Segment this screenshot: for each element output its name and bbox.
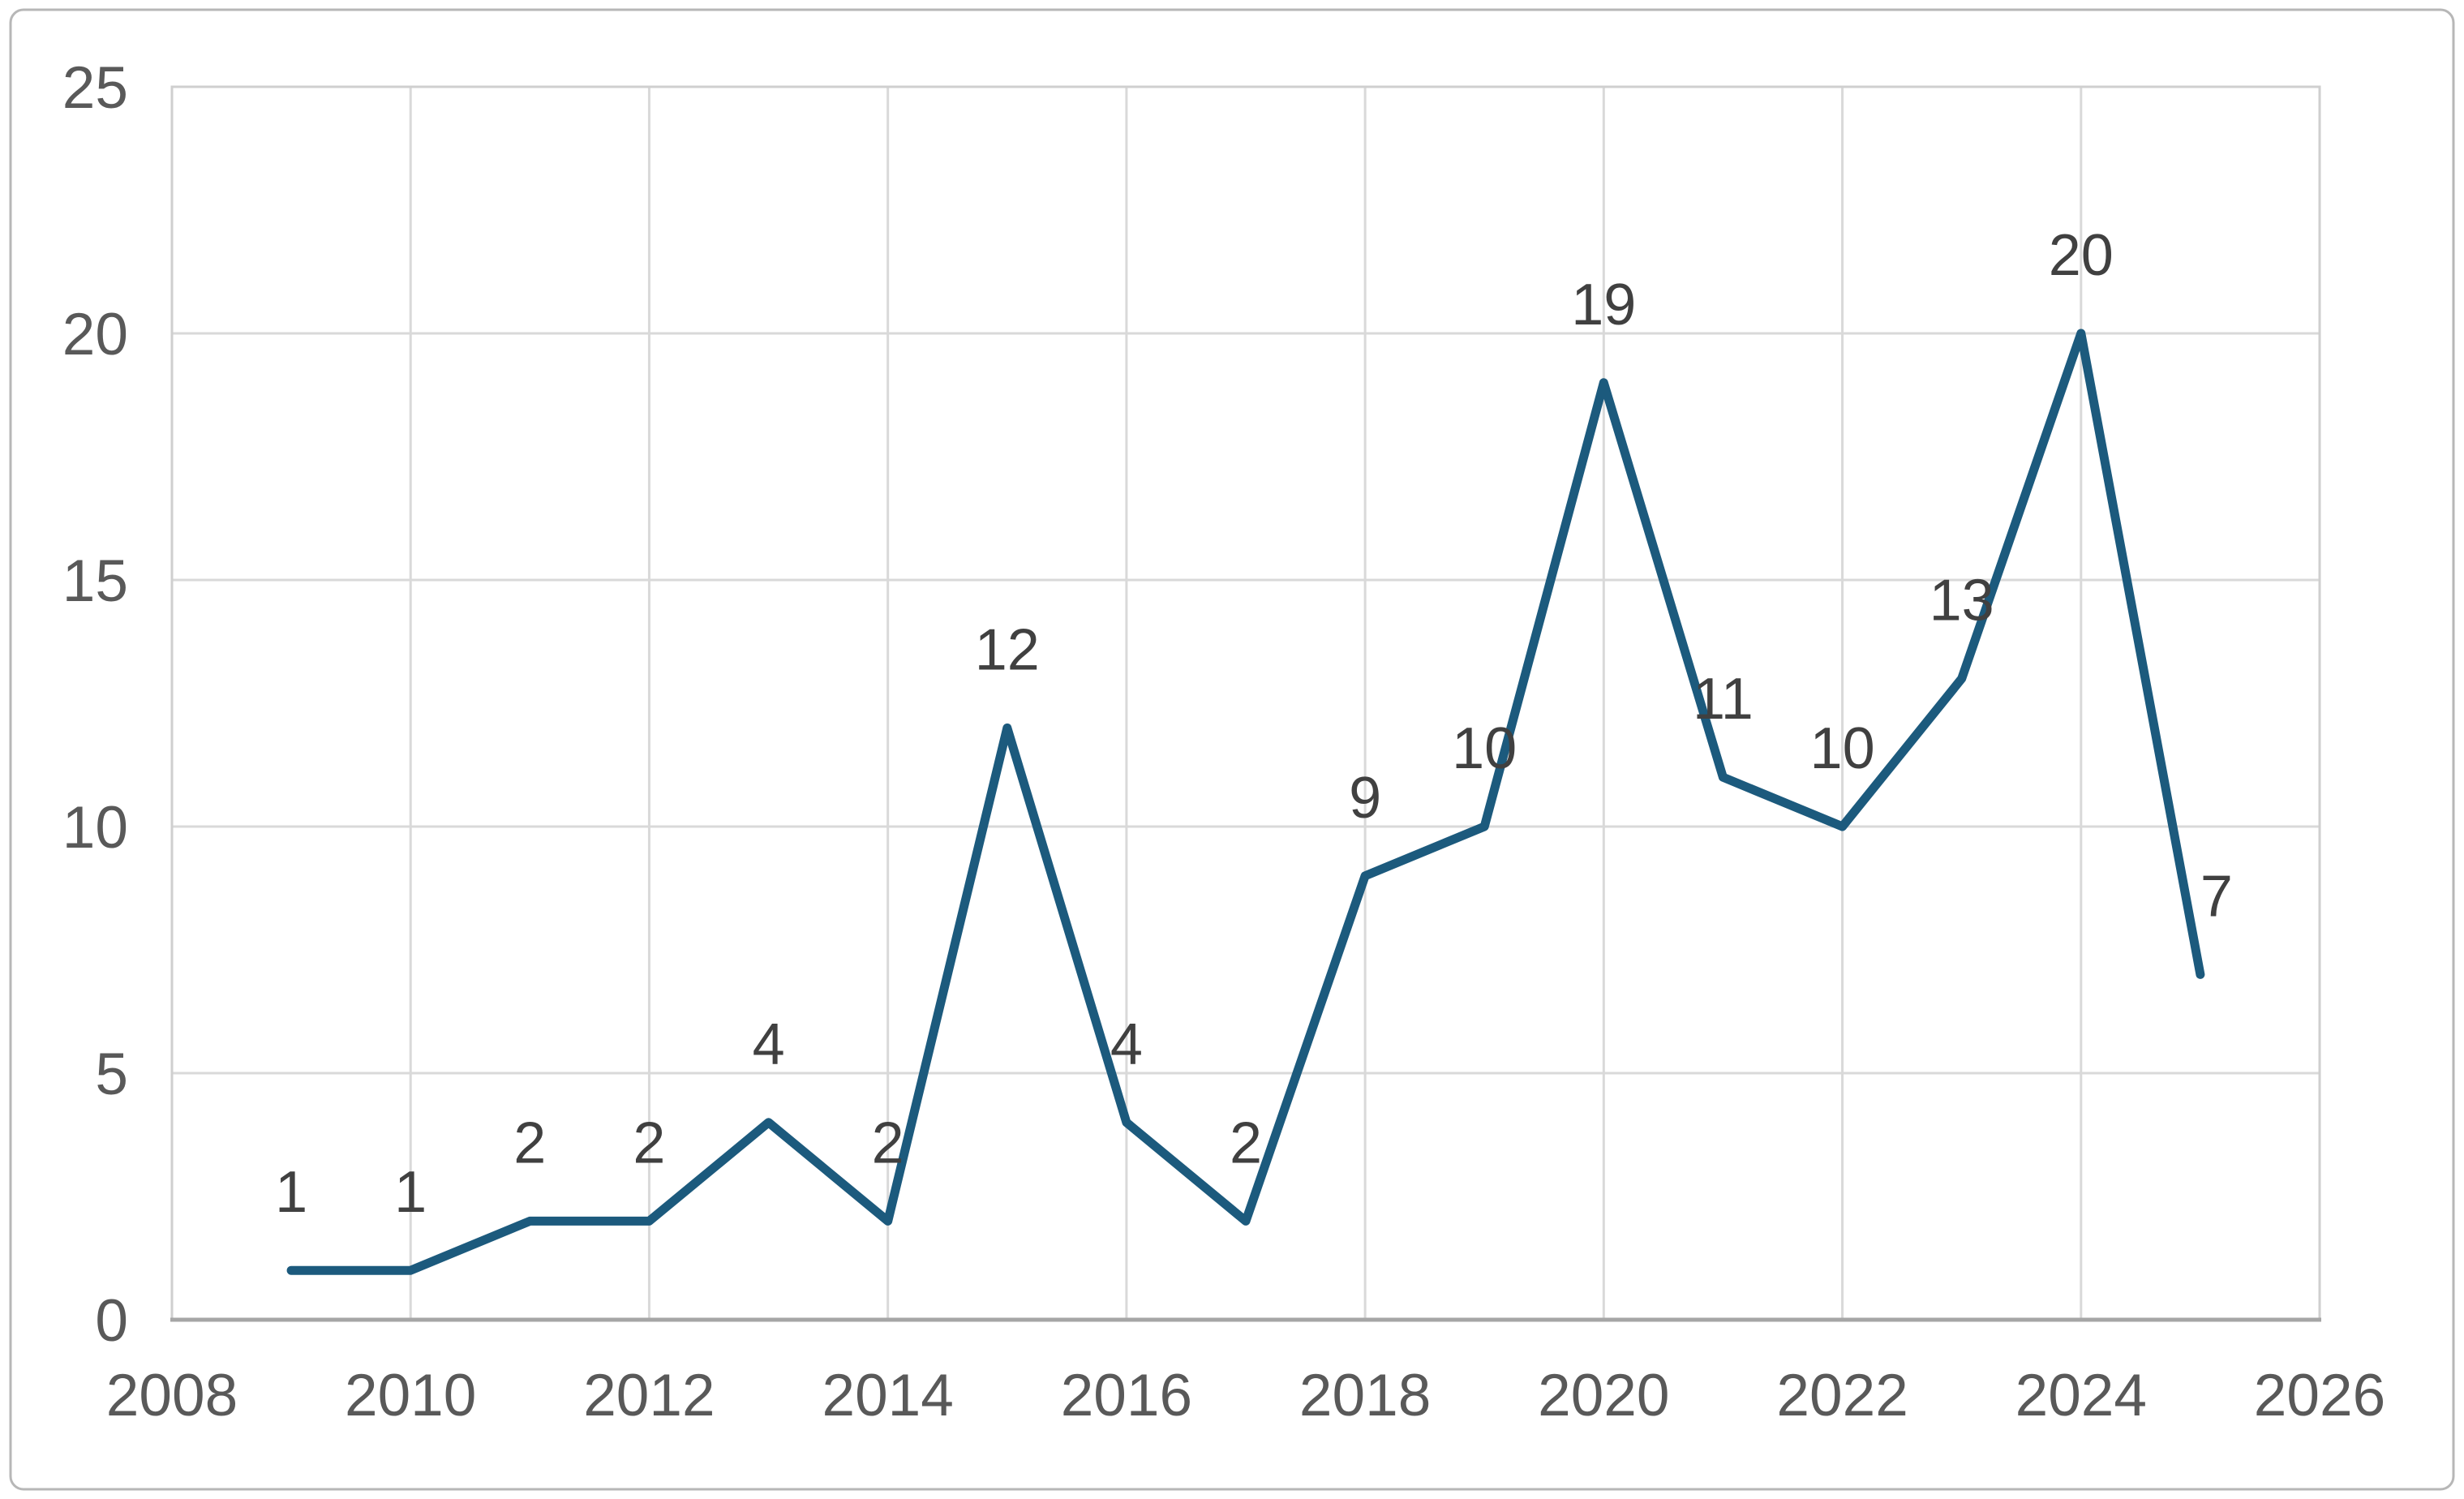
y-tick-label: 0 [95, 1288, 128, 1354]
data-label: 10 [1810, 716, 1875, 781]
y-tick-label: 10 [62, 795, 128, 861]
data-label: 2 [513, 1110, 546, 1175]
data-label: 11 [1693, 667, 1754, 732]
x-tick-label: 2018 [1299, 1363, 1431, 1428]
data-label: 10 [1452, 716, 1517, 781]
x-tick-label: 2022 [1776, 1363, 1908, 1428]
data-label: 1 [394, 1160, 427, 1225]
y-axis-tick-labels: 0 5 10 15 20 25 [62, 55, 128, 1354]
x-tick-label: 2010 [345, 1363, 476, 1428]
y-tick-label: 25 [62, 55, 128, 121]
y-tick-label: 5 [95, 1042, 128, 1107]
y-tick-label: 20 [62, 302, 128, 367]
x-tick-label: 2024 [2015, 1363, 2147, 1428]
data-label: 13 [1930, 569, 1994, 634]
y-tick-label: 15 [62, 548, 128, 614]
x-axis-tick-labels: 2008 2010 2012 2014 2016 2018 2020 2022 2024 2026 [106, 1363, 2385, 1428]
data-label: 1 [275, 1160, 307, 1225]
x-tick-label: 2008 [106, 1363, 238, 1428]
data-label: 12 [975, 617, 1040, 682]
data-label: 19 [1571, 273, 1636, 337]
x-tick-label: 2016 [1061, 1363, 1192, 1428]
data-label: 4 [753, 1012, 785, 1077]
data-label: 2 [633, 1110, 665, 1175]
x-tick-label: 2012 [583, 1363, 715, 1428]
x-tick-label: 2020 [1538, 1363, 1669, 1428]
data-label: 2 [1230, 1110, 1262, 1175]
data-label: 2 [872, 1110, 904, 1175]
data-series-line [286, 329, 2205, 1275]
data-label: 20 [2049, 223, 2114, 288]
x-tick-label: 2014 [822, 1363, 953, 1428]
data-label: 4 [1110, 1012, 1143, 1077]
data-label: 7 [2200, 864, 2233, 929]
x-tick-label: 2026 [2254, 1363, 2385, 1428]
data-label: 9 [1349, 766, 1381, 831]
